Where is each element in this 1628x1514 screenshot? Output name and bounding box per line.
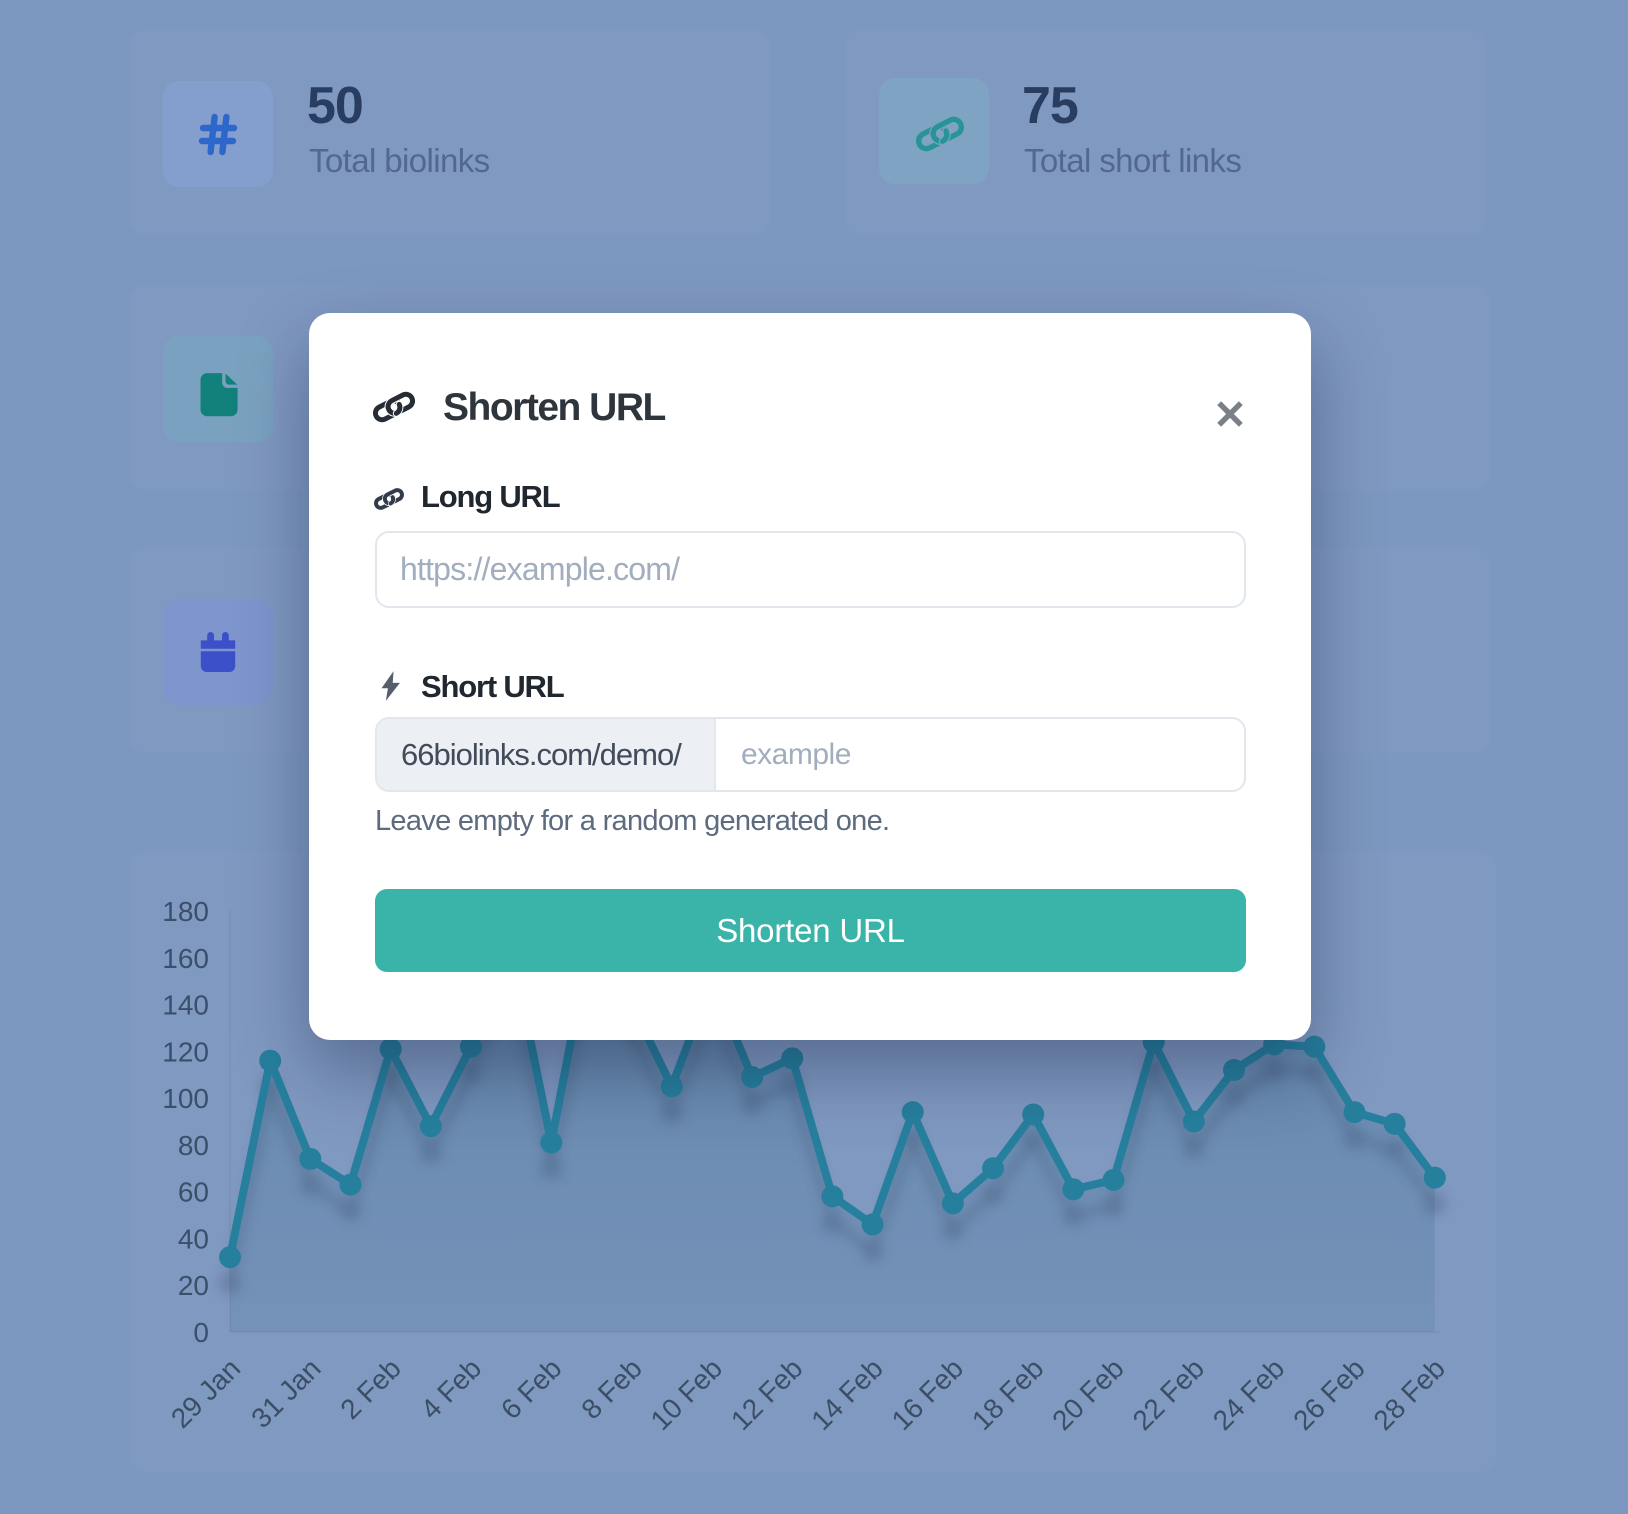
svg-text:29 Jan: 29 Jan — [165, 1353, 246, 1434]
svg-text:4 Feb: 4 Feb — [415, 1353, 488, 1426]
svg-text:120: 120 — [162, 1036, 209, 1067]
svg-text:10 Feb: 10 Feb — [645, 1353, 729, 1437]
svg-text:80: 80 — [178, 1130, 209, 1161]
svg-text:20: 20 — [178, 1270, 209, 1301]
svg-text:180: 180 — [162, 896, 209, 927]
svg-text:31 Jan: 31 Jan — [245, 1353, 326, 1434]
svg-text:28 Feb: 28 Feb — [1368, 1353, 1452, 1437]
svg-text:20 Feb: 20 Feb — [1046, 1353, 1130, 1437]
svg-text:16 Feb: 16 Feb — [886, 1353, 970, 1437]
svg-text:6 Feb: 6 Feb — [495, 1353, 568, 1426]
svg-text:0: 0 — [193, 1317, 209, 1348]
svg-text:18 Feb: 18 Feb — [966, 1353, 1050, 1437]
svg-text:26 Feb: 26 Feb — [1287, 1353, 1371, 1437]
svg-text:2 Feb: 2 Feb — [334, 1353, 407, 1426]
svg-text:60: 60 — [178, 1177, 209, 1208]
svg-text:24 Feb: 24 Feb — [1207, 1353, 1291, 1437]
svg-text:22 Feb: 22 Feb — [1127, 1353, 1211, 1437]
svg-text:160: 160 — [162, 943, 209, 974]
svg-text:100: 100 — [162, 1083, 209, 1114]
svg-text:40: 40 — [178, 1223, 209, 1254]
svg-text:140: 140 — [162, 990, 209, 1021]
svg-text:12 Feb: 12 Feb — [725, 1353, 809, 1437]
svg-text:8 Feb: 8 Feb — [575, 1353, 648, 1426]
svg-text:14 Feb: 14 Feb — [805, 1353, 889, 1437]
